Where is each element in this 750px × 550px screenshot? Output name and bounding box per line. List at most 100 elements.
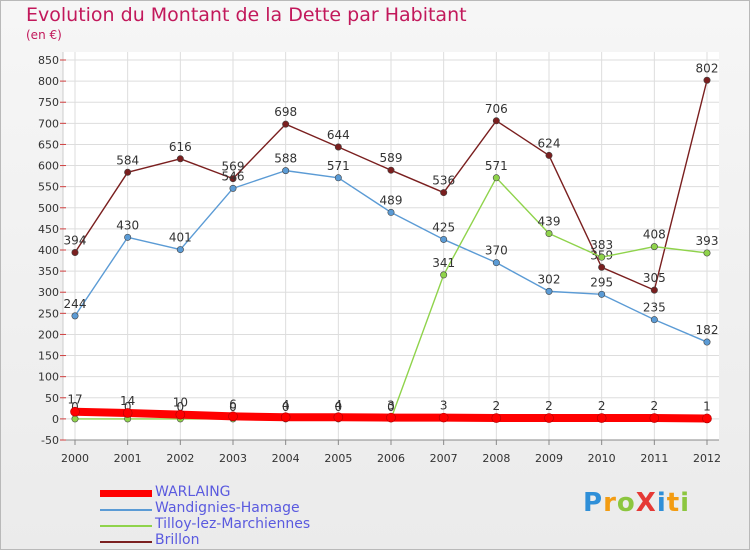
chart-subtitle: (en €) bbox=[26, 28, 62, 42]
data-label: 394 bbox=[64, 234, 87, 248]
data-label: 0 bbox=[335, 400, 343, 414]
y-tick-label: 200 bbox=[38, 328, 59, 341]
series-brillon: 394584616569698644589536706624359305802 bbox=[64, 61, 719, 294]
data-point bbox=[334, 174, 342, 182]
data-point bbox=[71, 249, 79, 257]
data-label: 706 bbox=[485, 102, 508, 116]
logo-letter-i: i bbox=[656, 488, 667, 518]
data-label: 430 bbox=[116, 218, 139, 232]
data-label: 588 bbox=[274, 152, 297, 166]
y-tick-label: 550 bbox=[38, 181, 59, 194]
data-label: 4 bbox=[282, 398, 290, 412]
data-label: 182 bbox=[696, 323, 719, 337]
y-tick-label: 50 bbox=[45, 392, 59, 405]
x-tick-label: 2007 bbox=[430, 452, 458, 465]
data-label: 295 bbox=[590, 275, 613, 289]
data-label: 425 bbox=[432, 220, 455, 234]
data-point bbox=[492, 174, 500, 182]
x-tick-label: 2003 bbox=[219, 452, 247, 465]
data-point bbox=[491, 413, 502, 423]
data-label: 2 bbox=[651, 399, 659, 413]
data-label: 2 bbox=[598, 399, 606, 413]
data-point bbox=[440, 189, 448, 197]
data-label: 305 bbox=[643, 271, 666, 285]
data-label: 3 bbox=[440, 399, 448, 413]
data-label: 589 bbox=[380, 151, 403, 165]
logo-letter-o: o bbox=[616, 488, 636, 518]
data-point bbox=[598, 263, 606, 271]
series-wandignies-hamage: 244 430 401 546 588 571 489 425 370 302 295 235 182 bbox=[64, 152, 719, 346]
legend-label: Tilloy-lez-Marchiennes bbox=[155, 516, 311, 532]
data-point bbox=[282, 120, 290, 128]
x-tick-label: 2005 bbox=[324, 452, 352, 465]
data-point bbox=[71, 415, 79, 423]
data-label: 0 bbox=[387, 400, 395, 414]
data-label: 546 bbox=[222, 169, 245, 183]
y-tick-label: 150 bbox=[38, 350, 59, 363]
data-point bbox=[124, 233, 132, 241]
data-label: 0 bbox=[229, 400, 237, 414]
data-point bbox=[387, 166, 395, 174]
legend-swatch bbox=[100, 525, 152, 527]
data-label: 408 bbox=[643, 228, 666, 242]
data-label: 235 bbox=[643, 301, 666, 315]
y-tick-label: 500 bbox=[38, 202, 59, 215]
data-point bbox=[229, 175, 237, 183]
y-tick-label: 600 bbox=[38, 160, 59, 173]
x-tick-label: 2009 bbox=[535, 452, 563, 465]
x-tick-label: 2008 bbox=[482, 452, 510, 465]
x-tick-label: 2010 bbox=[588, 452, 616, 465]
x-tick-label: 2001 bbox=[114, 452, 142, 465]
legend-swatch bbox=[100, 509, 152, 511]
data-point bbox=[703, 249, 711, 257]
data-point bbox=[122, 408, 133, 418]
x-tick-label: 2002 bbox=[166, 452, 194, 465]
y-tick-label: 250 bbox=[38, 307, 59, 320]
legend-label: Wandignies-Hamage bbox=[155, 500, 300, 516]
data-point bbox=[334, 143, 342, 151]
logo-letter-r: r bbox=[603, 488, 617, 518]
data-point bbox=[386, 412, 396, 423]
logo-letter-t: t bbox=[666, 488, 681, 518]
data-point bbox=[176, 246, 184, 254]
data-point bbox=[228, 411, 238, 422]
data-label: 0 bbox=[124, 400, 132, 414]
data-point bbox=[650, 286, 658, 294]
data-point bbox=[229, 184, 237, 192]
y-tick-label: 300 bbox=[38, 286, 59, 299]
data-point bbox=[650, 316, 658, 324]
data-label: 17 bbox=[67, 393, 82, 407]
data-label: 0 bbox=[282, 400, 290, 414]
y-tick-label: 450 bbox=[38, 223, 59, 236]
x-tick-label: 2011 bbox=[640, 452, 668, 465]
data-label: 616 bbox=[169, 140, 192, 154]
data-point bbox=[596, 413, 607, 423]
data-point bbox=[387, 208, 395, 216]
data-label: 302 bbox=[538, 272, 561, 286]
y-tick-label: 800 bbox=[38, 75, 59, 88]
data-label: 0 bbox=[71, 400, 79, 414]
y-tick-label: 650 bbox=[38, 138, 59, 151]
data-point bbox=[649, 413, 660, 423]
data-label: 569 bbox=[222, 160, 245, 174]
y-tick-label: 400 bbox=[38, 244, 59, 257]
y-tick-label: 700 bbox=[38, 117, 59, 130]
data-point bbox=[598, 253, 606, 261]
data-point bbox=[598, 290, 606, 298]
y-tick-label: 750 bbox=[38, 96, 59, 109]
y-tick-label: -50 bbox=[41, 434, 59, 447]
y-tick-label: 100 bbox=[38, 371, 59, 384]
data-label: 244 bbox=[64, 297, 87, 311]
data-label: 14 bbox=[120, 394, 135, 408]
x-tick-label: 2000 bbox=[61, 452, 89, 465]
data-label: 802 bbox=[696, 61, 719, 75]
data-point bbox=[545, 287, 553, 295]
logo-letter-p: P bbox=[583, 488, 604, 518]
data-label: 644 bbox=[327, 128, 350, 142]
legend-label: WARLAING bbox=[155, 484, 231, 500]
series-warlaing: 17 14 10 6 4 4 3 3 2 2 2 2 1 bbox=[67, 393, 712, 424]
data-label: 0 bbox=[177, 400, 185, 414]
data-label: 584 bbox=[116, 153, 139, 167]
data-point bbox=[544, 413, 554, 423]
data-label: 1 bbox=[703, 399, 711, 413]
